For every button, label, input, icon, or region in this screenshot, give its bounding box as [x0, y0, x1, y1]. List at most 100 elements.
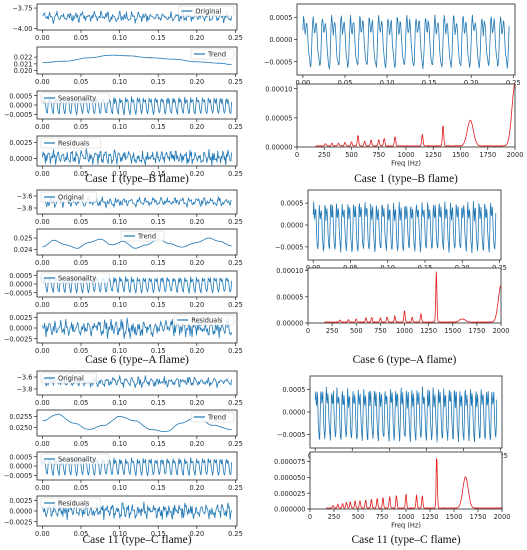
x-tick-label: 1000	[396, 327, 413, 335]
x-tick-label: 0.05	[74, 78, 89, 86]
x-tick-label: 0.10	[112, 218, 127, 226]
x-tick-label: 0.20	[190, 347, 205, 355]
series-line	[42, 196, 232, 209]
x-tick-label: 0.25	[228, 259, 243, 267]
y-tick-label: 0.000050	[274, 474, 305, 482]
decomposition-panel-original: −3.75 −4.000.00 0.05 0.10 0.15 0.20 0.25 Origin…	[12, 3, 243, 42]
x-tick-label: 0.15	[151, 123, 166, 131]
y-tick-label: 0.0250	[9, 424, 32, 432]
y-tick-label: 0.0000	[9, 508, 32, 516]
legend-label: Seasonality	[58, 95, 96, 103]
x-tick-label: 0.25	[228, 123, 243, 131]
x-tick-label: 0.10	[112, 484, 127, 492]
case-block-2: −3.6−3.80.00 0.05 0.10 0.15 0.20 0.25Original…	[4, 189, 510, 366]
x-tick-label: 1500	[452, 151, 469, 159]
x-tick-label: 0.15	[151, 440, 166, 448]
x-tick-label: 500	[352, 513, 365, 521]
x-tick-label: 0.00	[35, 123, 50, 131]
x-tick-label: 750	[374, 327, 387, 335]
case-caption-right: Case 11 (type–C flame)	[351, 534, 460, 546]
legend-label: Seasonality	[58, 456, 96, 464]
legend: Original	[40, 372, 97, 384]
y-tick-label: 0.000025	[274, 490, 305, 498]
legend-box	[173, 314, 235, 326]
series-line	[314, 386, 498, 443]
series-line	[42, 317, 232, 339]
x-tick-label: 0.05	[74, 399, 89, 407]
y-tick-label: −0.0025	[4, 335, 33, 343]
y-tick-label: −0.0005	[264, 58, 293, 66]
x-tick-label: 0.05	[74, 484, 89, 492]
y-tick-label: −3.8	[16, 386, 32, 394]
x-tick-label: 2000	[493, 327, 510, 335]
x-tick-label: 0.05	[74, 170, 89, 178]
decomposition-panel-seasonality: 0.0005 0.0000−0.00050.00 0.05 0.10 0.15 0.20 0…	[4, 451, 243, 492]
x-tick-label: 0.00	[35, 170, 50, 178]
y-tick-label: −3.75	[12, 5, 32, 13]
x-tick-label: 0.25	[228, 440, 243, 448]
x-tick-label: 1500	[446, 513, 463, 521]
x-tick-label: 0.25	[228, 399, 243, 407]
x-tick-label: 750	[376, 513, 389, 521]
decomposition-panel-original: −3.6 −3.80.00 0.05 0.10 0.15 0.20 0.25 Original	[16, 370, 243, 407]
x-tick-label: 0.10	[112, 170, 127, 178]
x-tick-label: 500	[345, 151, 358, 159]
y-tick-label: 0.020	[14, 67, 33, 75]
y-tick-label: −3.6	[16, 374, 32, 382]
series-line	[42, 237, 232, 249]
legend-label: Original	[195, 8, 221, 16]
x-tick-label: 0.00	[35, 399, 50, 407]
x-tick-label: 0.05	[74, 34, 89, 42]
x-tick-label: 250	[328, 513, 341, 521]
x-tick-label: 0.00	[296, 79, 311, 87]
x-tick-label: 0.10	[112, 301, 127, 309]
axes-frame	[296, 83, 516, 148]
y-tick-label: 0.00010	[276, 267, 303, 275]
x-tick-label: 0.05	[74, 218, 89, 226]
legend: Trend	[190, 48, 235, 60]
x-tick-label: 0.15	[151, 484, 166, 492]
legend-box	[40, 453, 110, 465]
x-tick-label: 0.05	[74, 530, 89, 538]
y-tick-label: 0.0005	[9, 272, 32, 280]
series-line	[312, 200, 497, 254]
y-tick-label: −0.0005	[277, 431, 306, 439]
x-tick-label: 0.25	[228, 218, 243, 226]
case-block-1: −3.75−4.000.00 0.05 0.10 0.15 0.20 0.25Origin…	[4, 3, 524, 185]
y-tick-label: 0.0000	[9, 325, 32, 333]
x-tick-label: 0.15	[151, 34, 166, 42]
y-tick-label: 0.0255	[9, 413, 32, 421]
seasonality-zoom-panel: 0.00050.0000−0.00050.000.050.100.150.200…	[277, 375, 508, 460]
x-tick-label: 1000	[398, 151, 415, 159]
x-tick-label: 0.20	[190, 301, 205, 309]
x-tick-label: 0.15	[151, 218, 166, 226]
y-tick-label: 0.0005	[9, 92, 32, 100]
x-tick-label: 1750	[479, 151, 496, 159]
x-tick-label: 0.05	[74, 301, 89, 309]
legend-label: Trend	[207, 51, 226, 59]
x-tick-label: 1750	[470, 513, 487, 521]
y-tick-label: 0.0005	[9, 453, 32, 461]
x-tick-label: 0.15	[151, 259, 166, 267]
x-tick-label: 0.25	[228, 301, 243, 309]
x-tick-label: 2000	[507, 151, 524, 159]
y-tick-label: 0.021	[14, 60, 33, 68]
legend-box	[40, 372, 97, 384]
x-tick-label: 0.20	[190, 399, 205, 407]
x-tick-label: 250	[326, 327, 339, 335]
legend: Trend	[120, 230, 165, 242]
x-tick-label: 0.00	[35, 530, 50, 538]
legend: Seasonality	[40, 272, 110, 284]
legend-label: Residuals	[191, 317, 223, 325]
spectrum-panel: 0.00010 0.00005 0.000000 250 500 750 1000 1250 1…	[265, 83, 524, 168]
x-tick-label: 0.00	[35, 347, 50, 355]
y-tick-label: 0.00010	[265, 85, 292, 93]
x-tick-label: 0.20	[190, 78, 205, 86]
x-tick-label: 0.25	[228, 170, 243, 178]
series-line	[302, 14, 510, 70]
